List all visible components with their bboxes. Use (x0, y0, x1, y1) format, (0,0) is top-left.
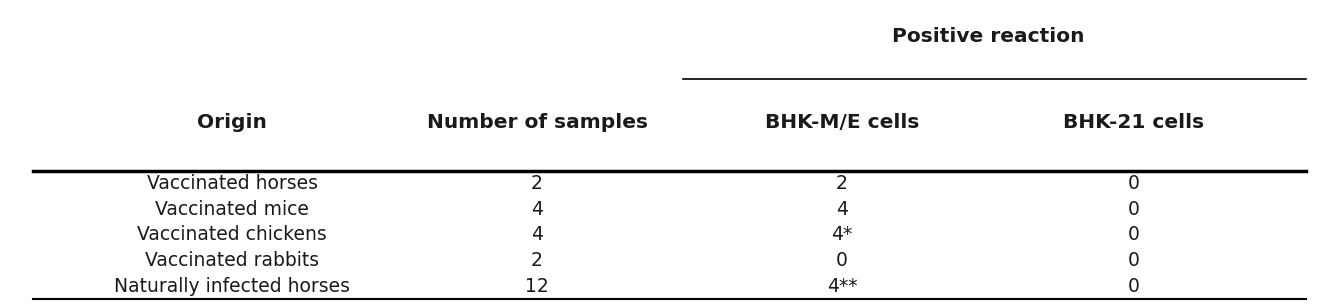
Text: Number of samples: Number of samples (427, 113, 647, 131)
Text: Naturally infected horses: Naturally infected horses (114, 277, 350, 296)
Text: 4**: 4** (826, 277, 858, 296)
Text: 2: 2 (837, 174, 847, 193)
Text: 4: 4 (530, 225, 544, 244)
Text: Origin: Origin (198, 113, 267, 131)
Text: Positive reaction: Positive reaction (891, 27, 1085, 46)
Text: 4: 4 (835, 200, 849, 219)
Text: BHK-21 cells: BHK-21 cells (1063, 113, 1204, 131)
Text: 0: 0 (1128, 174, 1139, 193)
Text: 0: 0 (1128, 225, 1139, 244)
Text: 0: 0 (837, 251, 847, 270)
Text: 0: 0 (1128, 277, 1139, 296)
Text: 4*: 4* (831, 225, 853, 244)
Text: Vaccinated rabbits: Vaccinated rabbits (145, 251, 320, 270)
Text: 2: 2 (532, 251, 542, 270)
Text: 12: 12 (525, 277, 549, 296)
Text: Vaccinated mice: Vaccinated mice (155, 200, 309, 219)
Text: 4: 4 (530, 200, 544, 219)
Text: Vaccinated chickens: Vaccinated chickens (137, 225, 328, 244)
Text: 2: 2 (532, 174, 542, 193)
Text: 0: 0 (1128, 251, 1139, 270)
Text: BHK-M/E cells: BHK-M/E cells (765, 113, 919, 131)
Text: 0: 0 (1128, 200, 1139, 219)
Text: Vaccinated horses: Vaccinated horses (147, 174, 317, 193)
